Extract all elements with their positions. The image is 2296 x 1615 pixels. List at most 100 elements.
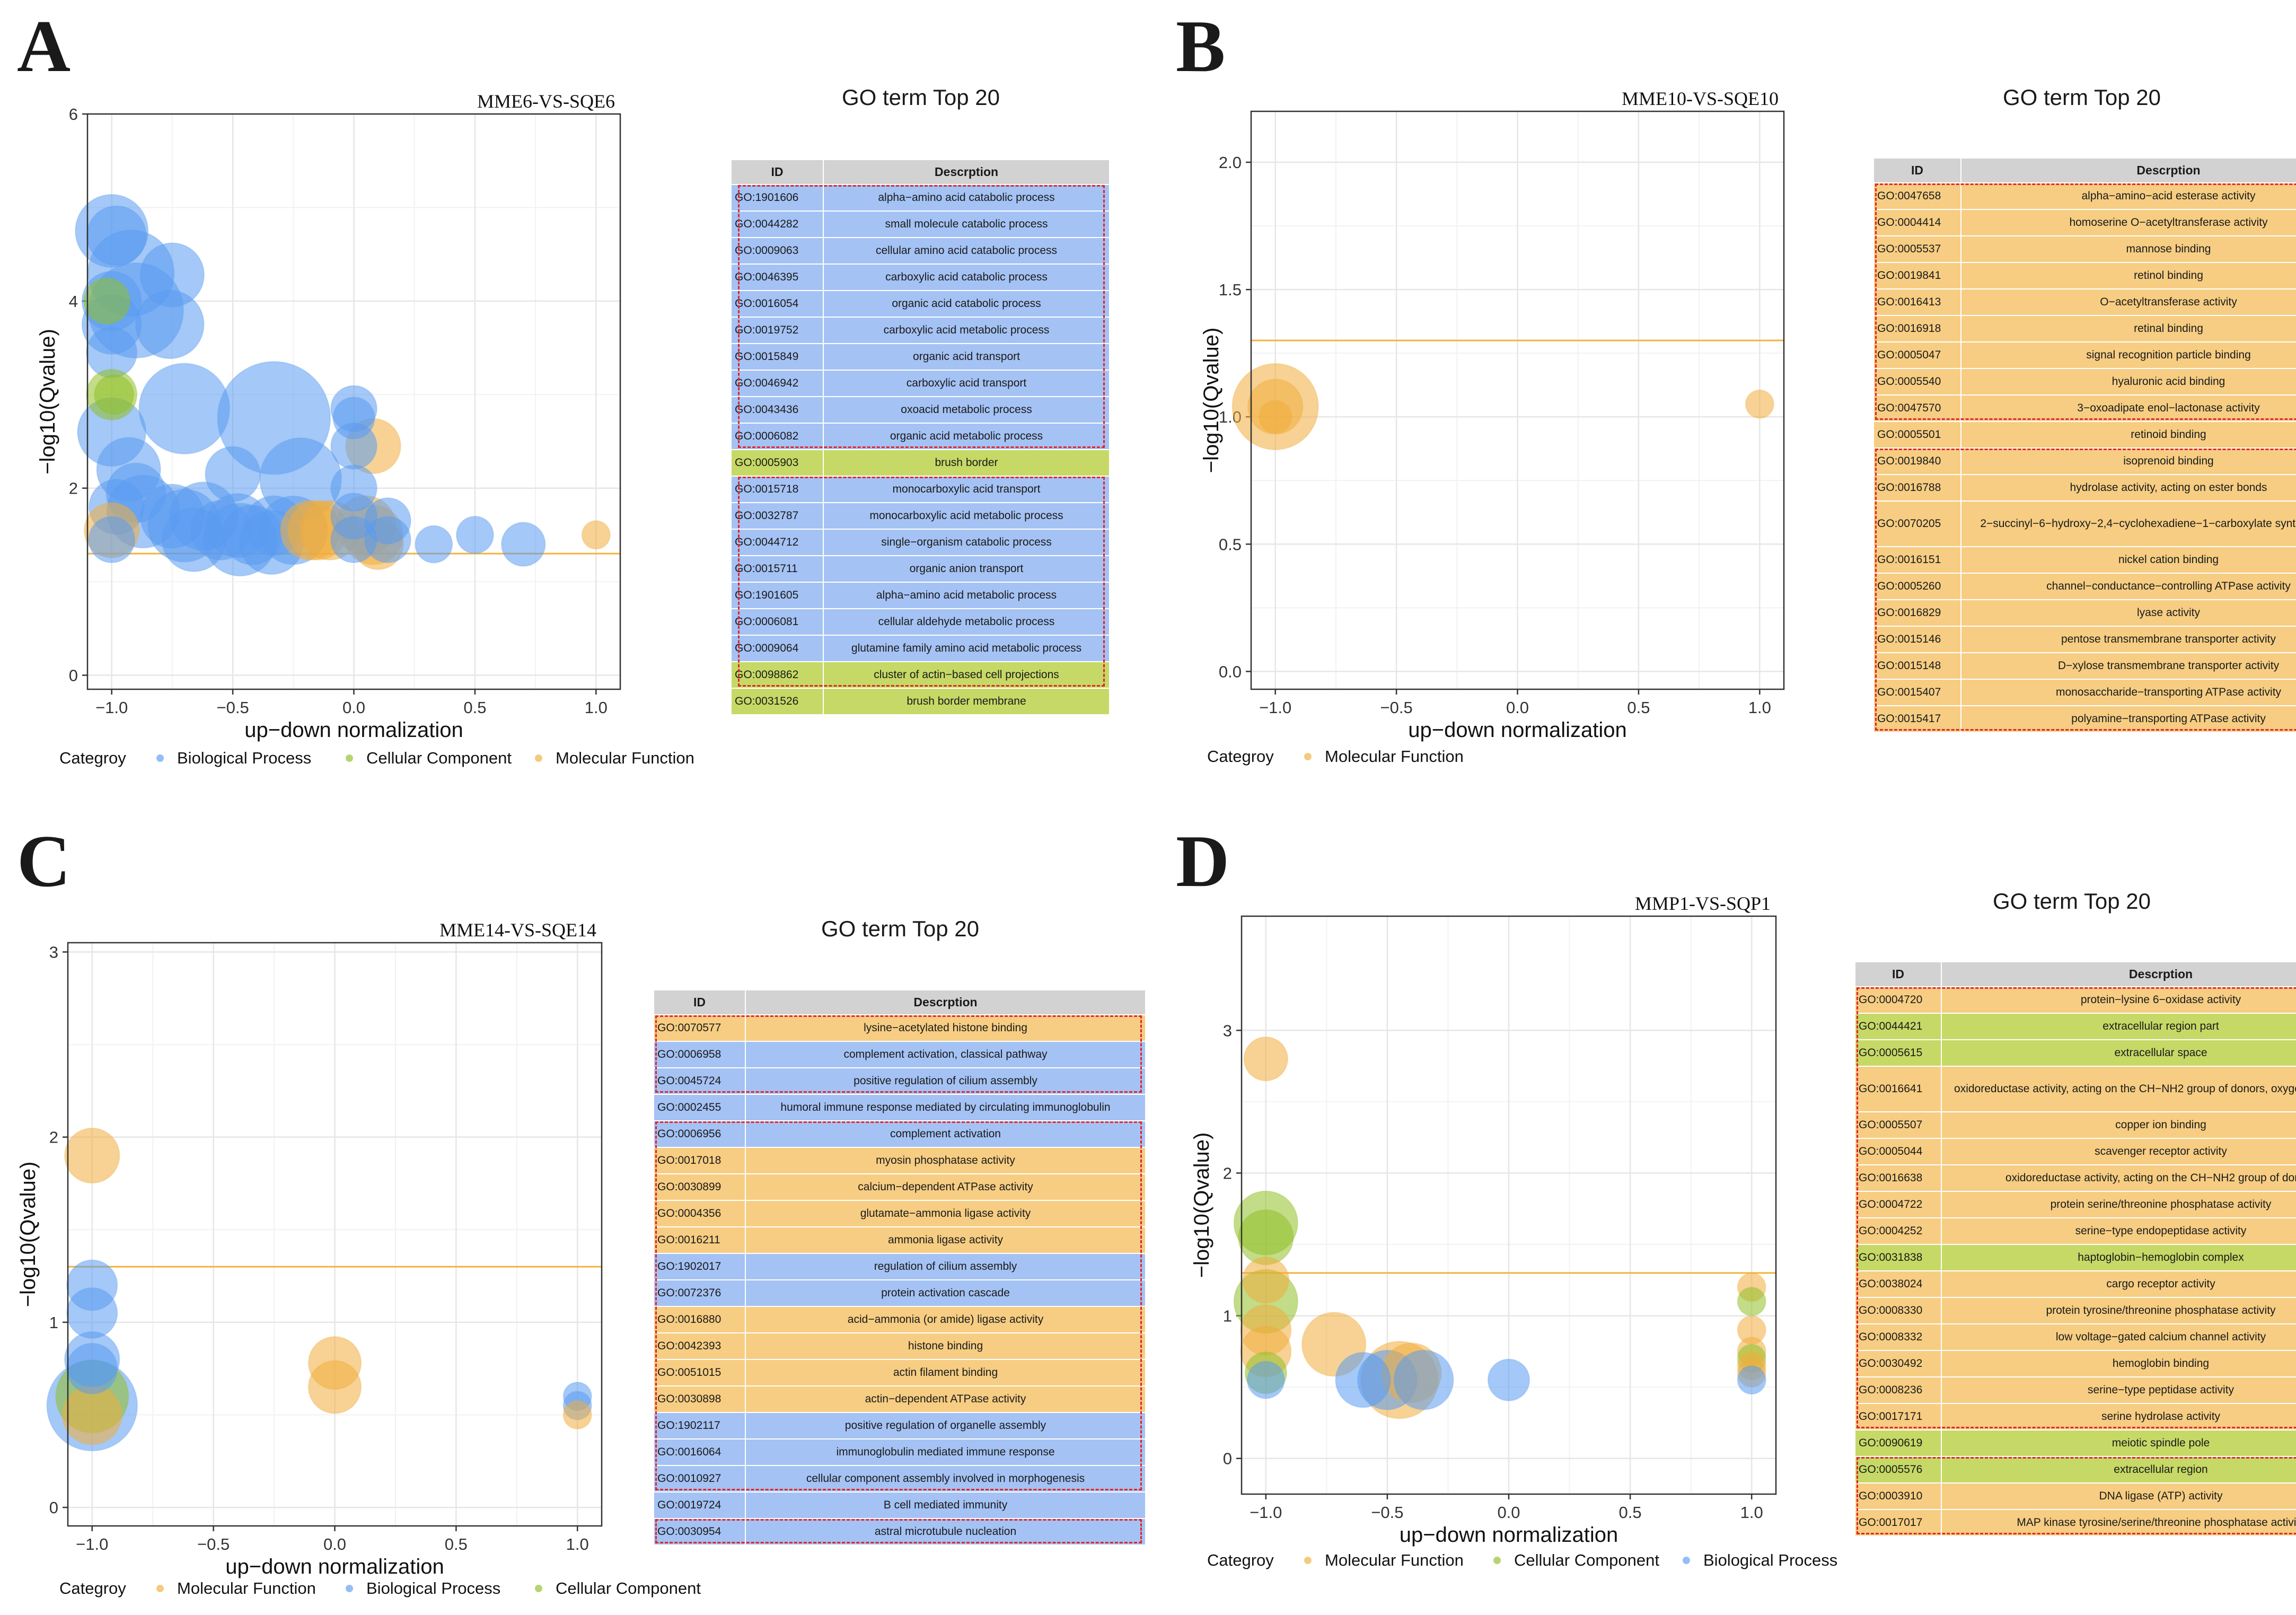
go-table-row: GO:0016788 hydrolase activity, acting on … (1873, 474, 2296, 502)
data-point-bp (139, 242, 205, 308)
go-table-row: GO:0044282 small molecule catabolic proce… (731, 210, 1110, 238)
legend-marker-bp (1683, 1557, 1690, 1564)
x-axis-label: up−down normalization (244, 718, 463, 742)
bubble-chart-b: −1.0 −0.5 0.0 0.5 1.00.00.51.01.52.0MME10-VS… (1200, 88, 1785, 766)
y-tick-label: 2.0 (1219, 153, 1242, 172)
go-description-cell: hemoglobin binding (1941, 1350, 2296, 1377)
data-point-bp (364, 516, 411, 564)
go-id-cell: GO:0016413 (1873, 288, 1961, 316)
go-description-cell: extracellular region part (1941, 1013, 2296, 1040)
x-tick-label: 0.5 (1619, 1503, 1642, 1522)
go-description-cell: protein serine/threonine phosphatase act… (1941, 1191, 2296, 1218)
go-id-cell: GO:0008236 (1854, 1376, 1942, 1404)
go-table-row: GO:0019724 B cell mediated immunity (653, 1491, 1146, 1519)
go-table-row: GO:1902117 positive regulation of organel… (653, 1412, 1146, 1440)
go-table-row: GO:0070577 lysine−acetylated histone bind… (653, 1014, 1146, 1042)
go-table-row: GO:0030954 astral microtubule nucleation (653, 1518, 1146, 1546)
go-table-row: GO:0019840 isoprenoid binding (1873, 447, 2296, 475)
legend-title: Categroy (59, 749, 126, 767)
go-id-cell: GO:0045724 (653, 1067, 746, 1095)
data-point-bp (138, 363, 231, 455)
go-id-cell: GO:0070577 (653, 1014, 746, 1042)
data-point-cc (1737, 1287, 1766, 1316)
go-table-d: ID Descrption GO:0004720 protein−lysine 6… (1854, 961, 2296, 1537)
legend-title: Categroy (1207, 1551, 1274, 1569)
x-tick-label: −1.0 (1250, 1503, 1282, 1522)
go-description-cell: monocarboxylic acid metabolic process (823, 502, 1110, 530)
go-table-row: GO:0005047 signal recognition particle bi… (1873, 341, 2296, 369)
go-id-cell: GO:0015718 (731, 476, 824, 503)
x-tick-label: 1.0 (585, 698, 608, 717)
data-point-mf (64, 1127, 120, 1184)
y-tick-label: 1.5 (1219, 280, 1242, 299)
go-table-a: ID Descrption GO:1901606 alpha−amino acid… (731, 159, 1110, 715)
go-id-cell: GO:0044421 (1854, 1013, 1942, 1040)
data-point-mf (1242, 1256, 1290, 1304)
go-table-row: GO:0030899 calcium−dependent ATPase activ… (653, 1173, 1146, 1201)
go-id-cell: GO:0030954 (653, 1518, 746, 1546)
go-id-cell: GO:0047658 (1873, 182, 1961, 210)
go-id-cell: GO:0004722 (1854, 1191, 1942, 1218)
go-table-row: GO:0004722 protein serine/threonine phosp… (1854, 1191, 2296, 1218)
x-tick-label: −0.5 (197, 1535, 230, 1553)
legend-label: Molecular Function (1325, 747, 1464, 766)
data-point-bp (1246, 1361, 1285, 1399)
legend-label: Cellular Component (1514, 1551, 1659, 1569)
go-id-cell: GO:0016054 (731, 290, 824, 318)
go-table-row: GO:0015711 organic anion transport (731, 555, 1110, 583)
go-table-row: GO:0070205 2−succinyl−6−hydroxy−2,4−cyclo… (1873, 501, 2296, 547)
go-id-cell: GO:0006082 (731, 423, 824, 450)
go-table-title: GO term Top 20 (2002, 85, 2161, 110)
go-description-cell: glutamate−ammonia ligase activity (745, 1200, 1146, 1227)
go-description-cell: serine−type endopeptidase activity (1941, 1217, 2296, 1245)
go-id-cell: GO:0009063 (731, 237, 824, 265)
chart-title: MME10-VS-SQE10 (1622, 88, 1779, 109)
go-table-row: GO:1901605 alpha−amino acid metabolic pro… (731, 582, 1110, 609)
go-description-cell: alpha−amino−acid esterase activity (1960, 182, 2296, 210)
go-description-cell: lyase activity (1960, 599, 2296, 627)
go-id-cell: GO:0006958 (653, 1041, 746, 1068)
go-description-cell: protein tyrosine/threonine phosphatase a… (1941, 1297, 2296, 1324)
go-description-cell: alpha−amino acid catabolic process (823, 184, 1110, 212)
legend-label: Cellular Component (366, 749, 512, 767)
go-description-cell: monocarboxylic acid transport (823, 476, 1110, 503)
go-table-row: GO:0005903 brush border (731, 449, 1110, 477)
header-id: ID (653, 989, 746, 1015)
go-description-cell: haptoglobin−hemoglobin complex (1941, 1244, 2296, 1271)
data-point-bp (1487, 1358, 1530, 1401)
data-point-cc (94, 374, 135, 415)
go-description-cell: protein activation cascade (745, 1279, 1146, 1307)
go-description-cell: small molecule catabolic process (823, 210, 1110, 238)
x-tick-label: 0.0 (342, 698, 365, 717)
go-description-cell: positive regulation of cilium assembly (745, 1067, 1146, 1095)
go-table-row: GO:0038024 cargo receptor activity (1854, 1270, 2296, 1298)
legend-label: Molecular Function (1325, 1551, 1464, 1569)
go-description-cell: acid−ammonia (or amide) ligase activity (745, 1306, 1146, 1333)
x-tick-label: 1.0 (566, 1535, 589, 1553)
go-description-cell: carboxylic acid transport (823, 370, 1110, 397)
go-table-row: GO:0005537 mannose binding (1873, 235, 2296, 263)
go-id-cell: GO:0004720 (1854, 986, 1942, 1014)
data-point-mf (1243, 1036, 1289, 1082)
go-table-row: GO:0045724 positive regulation of cilium … (653, 1067, 1146, 1095)
y-tick-label: 6 (69, 105, 78, 124)
chart-title: MMP1-VS-SQP1 (1635, 893, 1771, 914)
legend-marker-mf (1304, 753, 1312, 760)
data-point-cc (1238, 1209, 1294, 1266)
go-table-header: ID Descrption (731, 159, 1110, 185)
data-point-bp (500, 522, 546, 567)
go-id-cell: GO:0009064 (731, 635, 824, 662)
x-tick-label: −0.5 (216, 698, 249, 717)
go-table-row: GO:0046395 carboxylic acid catabolic proc… (731, 264, 1110, 291)
go-table-row: GO:0005576 extracellular region (1854, 1456, 2296, 1484)
go-id-cell: GO:0030898 (653, 1385, 746, 1413)
go-id-cell: GO:0017171 (1854, 1403, 1942, 1430)
go-table-row: GO:0047570 3−oxoadipate enol−lactonase ac… (1873, 394, 2296, 422)
plot-frame (67, 942, 603, 1527)
go-table-row: GO:0015417 polyamine−transporting ATPase … (1873, 705, 2296, 733)
x-tick-label: 0.5 (445, 1535, 468, 1553)
go-id-cell: GO:0016918 (1873, 315, 1961, 343)
go-description-cell: 3−oxoadipate enol−lactonase activity (1960, 394, 2296, 422)
go-id-cell: GO:0016641 (1854, 1066, 1942, 1112)
go-table-row: GO:0008332 low voltage−gated calcium chan… (1854, 1323, 2296, 1351)
